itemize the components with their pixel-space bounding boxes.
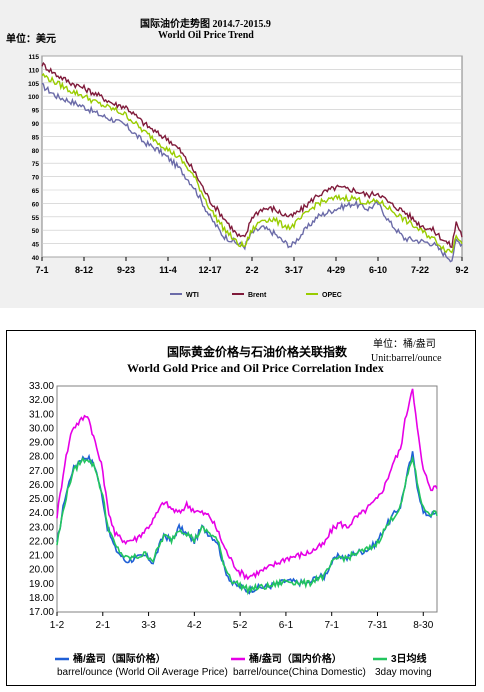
c1-x-tick-label: 9-23 [117, 265, 135, 275]
c2-y-tick-label: 22.00 [29, 536, 54, 547]
c1-y-tick-label: 100 [28, 94, 39, 101]
chart1-title-en: World Oil Price Trend [158, 30, 254, 41]
c1-y-tick-label: 40 [32, 255, 40, 262]
c2-y-tick-label: 20.00 [29, 565, 54, 576]
c2-x-tick-label: 4-2 [187, 620, 202, 631]
c2-legend-label-en: 3day moving [375, 667, 432, 678]
c1-x-tick-label: 8-12 [75, 265, 93, 275]
chart2-svg: 33.00 32.00 31.00 30.00 29.00 28.00 27.00 26.00… [29, 381, 438, 678]
c1-plot-area [41, 55, 463, 258]
c1-y-tick-label: 90 [32, 121, 40, 128]
c2-x-tick-label: 6-1 [279, 620, 294, 631]
c1-x-tick-label: 12-17 [198, 265, 221, 275]
c2-x-tick-label: 1-2 [50, 620, 65, 631]
correlation-chart-panel: 国际黄金价格与石油价格关联指数 World Gold Price and Oil… [6, 330, 476, 686]
c2-x-tick-label: 8-30 [413, 620, 433, 631]
c2-plot-area [56, 385, 438, 613]
c2-y-tick-label: 17.00 [29, 607, 54, 618]
c2-x-tick-label: 5-2 [233, 620, 248, 631]
c2-x-tick-label: 2-1 [96, 620, 111, 631]
chart2-unit-cn: 单位：桶/盎司 [373, 339, 436, 350]
c1-x-tick-label: 6-10 [369, 265, 387, 275]
c1-x-tick-label: 2-2 [245, 265, 258, 275]
c2-series-line-1 [56, 388, 438, 581]
c2-y-tick-label: 25.00 [29, 494, 54, 505]
c2-series-line-2 [56, 455, 438, 596]
c2-y-tick-label: 27.00 [29, 466, 54, 477]
c2-x-tick-label: 3-3 [141, 620, 156, 631]
c1-legend-label: WTI [186, 292, 199, 299]
c2-y-tick-label: 23.00 [29, 522, 54, 533]
oil-price-chart-panel: 国际油价走势图 2014.7-2015.9 World Oil Price Tr… [0, 0, 484, 308]
c2-legend-label: 桶/盎司（国际价格） [72, 652, 166, 665]
c1-series-line-1 [41, 61, 463, 249]
c2-y-tick-label: 30.00 [29, 423, 54, 434]
c2-x-tick-label: 7-1 [324, 620, 339, 631]
c2-y-tick-label: 18.00 [29, 593, 54, 604]
c1-legend-label: Brent [248, 292, 267, 299]
c1-y-tick-label: 70 [32, 175, 40, 182]
c1-x-tick-label: 4-29 [327, 265, 345, 275]
c1-y-tick-label: 55 [32, 215, 40, 222]
c1-y-tick-label: 80 [32, 148, 40, 155]
c1-y-tick-label: 45 [32, 242, 40, 249]
c1-x-tick-label: 9-2 [455, 265, 468, 275]
c1-y-tick-label: 65 [32, 188, 40, 195]
c1-y-tick-label: 85 [32, 134, 40, 141]
c1-y-tick-label: 105 [28, 81, 39, 88]
c2-y-tick-label: 31.00 [29, 409, 54, 420]
c2-y-tick-label: 32.00 [29, 395, 54, 406]
c1-y-tick-label: 110 [29, 67, 40, 74]
c2-legend-label: 桶/盎司（国内价格） [248, 652, 342, 665]
c2-y-tick-label: 26.00 [29, 480, 54, 491]
c2-legend-label-en: barrel/ounce(China Domestic) [233, 667, 366, 678]
chart1-svg: 115 110 105 100 95 90 85 80 75 70 65 60 55 50 45 40 7-1… [28, 54, 468, 299]
c2-y-tick-label: 28.00 [29, 452, 54, 463]
chart2-unit-en: Unit:barrel/ounce [371, 353, 442, 364]
c1-series-line-2 [41, 72, 463, 254]
c2-legend-label: 3日均线 [391, 652, 427, 665]
c2-y-tick-label: 19.00 [29, 579, 54, 590]
c1-y-tick-label: 50 [32, 228, 40, 235]
c1-y-tick-label: 115 [29, 54, 40, 61]
c2-x-tick-label: 7-31 [367, 620, 387, 631]
c1-x-tick-label: 7-22 [411, 265, 429, 275]
c2-y-tick-label: 33.00 [29, 381, 54, 392]
c1-x-tick-label: 11-4 [159, 265, 177, 275]
c1-y-tick-label: 95 [32, 108, 40, 115]
c2-y-tick-label: 24.00 [29, 508, 54, 519]
c2-y-tick-label: 29.00 [29, 438, 54, 449]
c2-legend-label-en: barrel/ounce (World Oil Average Price) [57, 667, 228, 678]
c1-x-tick-label: 3-17 [285, 265, 303, 275]
chart1-title-cn: 国际油价走势图 2014.7-2015.9 [140, 19, 271, 30]
chart2-title-en: World Gold Price and Oil Price Correlati… [127, 361, 384, 375]
chart2-title-cn: 国际黄金价格与石油价格关联指数 [167, 345, 348, 359]
c1-x-tick-label: 7-1 [35, 265, 48, 275]
c2-y-tick-label: 21.00 [29, 551, 54, 562]
chart1-unit: 单位：美元 [6, 34, 56, 45]
c1-y-tick-label: 60 [32, 201, 40, 208]
c1-legend-label: OPEC [322, 292, 342, 299]
c1-y-tick-label: 75 [32, 161, 40, 168]
